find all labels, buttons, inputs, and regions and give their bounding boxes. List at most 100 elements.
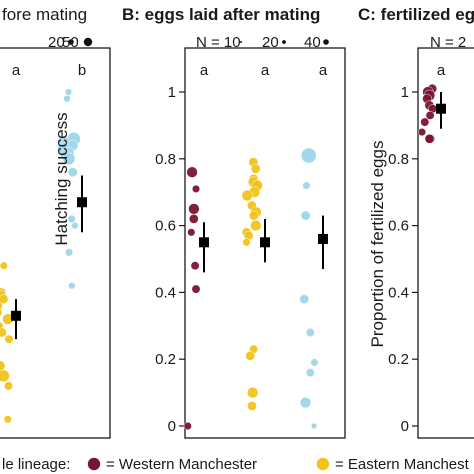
data-point — [63, 95, 71, 103]
group-letter: a — [319, 62, 328, 79]
panel-a-size-key-50: 50 — [62, 34, 79, 51]
data-point — [0, 301, 3, 310]
data-point — [425, 110, 435, 120]
data-point — [64, 248, 74, 257]
data-point — [245, 351, 255, 361]
legend: le lineage: = Western Manchester = Easte… — [2, 456, 470, 473]
mean-marker — [77, 197, 87, 208]
size-key-dot — [282, 40, 286, 44]
data-point — [4, 334, 14, 344]
y-tick-label: 1 — [168, 84, 176, 101]
panel-c-ylabel: Proportion of fertilized eggs — [368, 141, 387, 348]
data-point — [71, 221, 79, 230]
panel-a-size-key-20: 20 — [48, 34, 65, 51]
legend-western-label: = Western Manchester — [106, 456, 257, 473]
size-key-label: N = 10 — [196, 34, 241, 51]
y-tick-label: 0.4 — [155, 284, 176, 301]
y-tick-label: 0.4 — [388, 284, 409, 301]
data-point — [299, 396, 312, 409]
data-point — [299, 294, 310, 304]
data-point — [188, 203, 200, 215]
data-point — [191, 284, 201, 294]
data-point — [420, 117, 430, 127]
data-point — [305, 368, 315, 378]
data-point — [62, 152, 76, 166]
y-tick-label: 0 — [401, 418, 409, 435]
y-tick-label: 0.6 — [388, 218, 409, 235]
mean-marker — [260, 237, 270, 248]
legend-eastern-swatch — [316, 457, 330, 471]
data-point — [4, 381, 13, 391]
group-letter: a — [261, 62, 270, 79]
data-point — [247, 386, 259, 399]
legend-prefix: le lineage: — [2, 456, 70, 473]
size-key-dot — [240, 41, 242, 43]
y-tick-label: 0.8 — [388, 151, 409, 168]
panel-b-ylabel: Hatching success — [52, 112, 71, 245]
panel-a-size-key-20-dot — [68, 39, 74, 45]
data-point — [417, 128, 427, 137]
y-tick-label: 0.6 — [155, 218, 176, 235]
data-point — [300, 147, 317, 164]
data-point — [247, 401, 257, 411]
panel-b-title: B: eggs laid after mating — [122, 5, 320, 24]
y-tick-label: 0 — [168, 418, 176, 435]
data-point — [186, 166, 198, 178]
data-point — [0, 369, 10, 383]
group-letter: a — [12, 62, 21, 79]
data-point — [190, 261, 200, 271]
data-point — [302, 181, 311, 190]
data-point — [0, 327, 7, 338]
panel-b-frame — [184, 47, 346, 439]
data-point — [310, 422, 318, 430]
panel-c: C: fertilized eg Proportion of fertilize… — [358, 5, 474, 439]
data-point — [0, 261, 8, 270]
group-letter: b — [78, 62, 86, 79]
data-point — [0, 360, 6, 372]
data-point — [3, 415, 12, 424]
size-key-label: 40 — [304, 34, 321, 51]
size-key-dot — [323, 39, 329, 45]
mean-marker — [11, 310, 21, 321]
panel-c-yaxis: 0 0.2 0.4 0.6 0.8 1 — [388, 84, 418, 435]
data-point — [250, 219, 262, 232]
size-key-label: 20 — [262, 34, 279, 51]
data-point — [0, 308, 3, 317]
data-point — [250, 163, 261, 174]
data-point — [241, 189, 253, 202]
panel-a-frame — [0, 47, 111, 439]
y-tick-label: 1 — [401, 84, 409, 101]
legend-western-swatch — [87, 457, 101, 471]
data-point — [67, 214, 76, 223]
data-point — [64, 88, 73, 96]
data-point — [68, 282, 76, 290]
mean-marker — [199, 237, 209, 248]
data-point — [305, 328, 315, 337]
group-letter: a — [437, 62, 446, 79]
panel-b-yaxis: 0 0.2 0.4 0.6 0.8 1 — [155, 84, 185, 435]
panel-c-frame — [417, 47, 474, 439]
y-tick-label: 0.2 — [155, 351, 176, 368]
data-point — [310, 358, 319, 367]
mean-marker — [436, 103, 446, 114]
data-point — [0, 294, 9, 304]
panel-a-size-key-50-dot — [83, 37, 93, 47]
y-tick-label: 0.2 — [388, 351, 409, 368]
panel-b: B: eggs laid after mating Hatching succe… — [52, 5, 346, 439]
data-point — [188, 214, 199, 224]
data-point — [183, 421, 192, 431]
data-point — [67, 167, 78, 178]
panel-b-size-key: N = 10 20 40 — [196, 34, 329, 51]
panel-c-marks: a — [417, 62, 446, 144]
data-point — [248, 210, 259, 221]
panel-c-size-key: N = 2 — [430, 34, 466, 51]
y-tick-label: 0.8 — [155, 151, 176, 168]
group-letter: a — [200, 62, 209, 79]
panel-c-title: C: fertilized eg — [358, 5, 474, 24]
data-point — [424, 133, 435, 144]
data-point — [187, 228, 196, 237]
